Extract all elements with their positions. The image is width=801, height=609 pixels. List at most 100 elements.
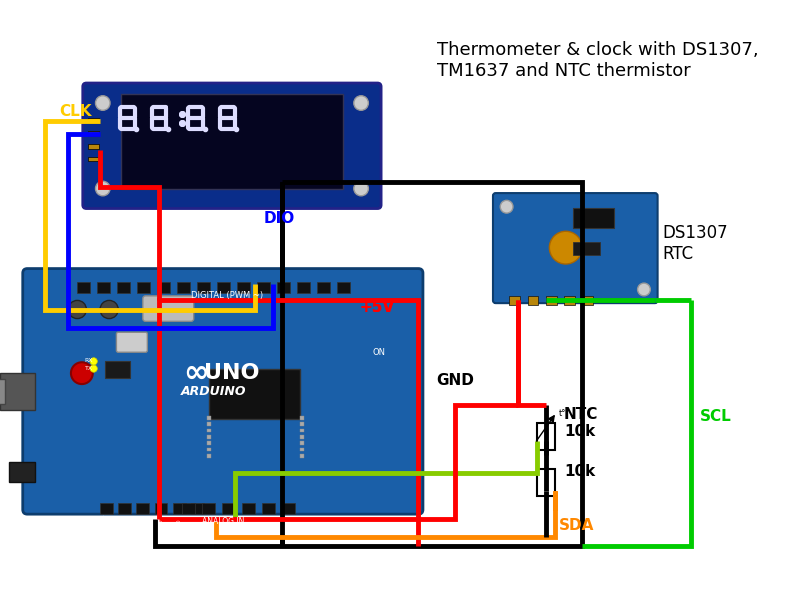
Circle shape <box>95 181 110 196</box>
FancyBboxPatch shape <box>83 83 381 208</box>
Text: RX: RX <box>85 358 93 363</box>
Circle shape <box>90 365 98 372</box>
Text: GND: GND <box>437 373 474 388</box>
Bar <box>300 422 304 426</box>
Circle shape <box>95 96 110 110</box>
Bar <box>582 296 593 305</box>
Bar <box>222 503 235 514</box>
Text: TM1637 and NTC thermistor: TM1637 and NTC thermistor <box>437 62 690 80</box>
Bar <box>277 282 290 293</box>
Bar <box>207 454 211 458</box>
Bar <box>177 282 190 293</box>
Text: POWER: POWER <box>109 517 137 526</box>
Bar <box>207 435 211 438</box>
Circle shape <box>90 357 98 365</box>
Bar <box>297 282 310 293</box>
Bar <box>88 157 99 161</box>
Text: A5: A5 <box>287 523 292 530</box>
Circle shape <box>354 181 368 196</box>
Text: DS1307
RTC: DS1307 RTC <box>662 224 728 262</box>
Text: SCL: SCL <box>700 409 732 424</box>
Bar <box>300 435 304 438</box>
Bar <box>545 296 557 305</box>
Bar <box>207 422 211 426</box>
Bar <box>337 282 350 293</box>
Bar <box>528 296 538 305</box>
Bar <box>282 503 295 514</box>
Text: A0: A0 <box>187 523 191 530</box>
Text: GND: GND <box>159 518 163 530</box>
Bar <box>300 429 304 432</box>
Bar <box>88 144 99 149</box>
Text: A3: A3 <box>247 523 252 530</box>
Text: ANALOG IN: ANALOG IN <box>202 517 244 526</box>
Bar <box>573 208 614 228</box>
Bar <box>136 503 149 514</box>
Bar <box>155 503 167 514</box>
Text: SDA: SDA <box>559 518 595 533</box>
Text: GND: GND <box>177 518 182 530</box>
Text: ∞: ∞ <box>183 359 208 388</box>
Circle shape <box>638 283 650 296</box>
Bar <box>262 503 275 514</box>
Bar <box>257 282 270 293</box>
Text: UNO: UNO <box>204 363 260 383</box>
Text: 3.3V: 3.3V <box>122 518 127 530</box>
Bar <box>573 242 600 255</box>
Bar <box>237 282 250 293</box>
FancyBboxPatch shape <box>22 269 423 514</box>
Bar <box>0 379 6 404</box>
FancyBboxPatch shape <box>143 296 194 322</box>
Bar <box>98 282 110 293</box>
Bar <box>137 282 150 293</box>
Text: +5V: +5V <box>360 300 394 315</box>
Bar <box>78 282 90 293</box>
Text: RESET: RESET <box>104 513 109 530</box>
Circle shape <box>100 300 119 319</box>
Text: t°: t° <box>558 409 566 418</box>
Text: ARDUINO: ARDUINO <box>181 385 247 398</box>
Bar <box>100 503 113 514</box>
Bar <box>537 423 555 451</box>
Text: DIGITAL (PWM ~): DIGITAL (PWM ~) <box>191 291 264 300</box>
Circle shape <box>71 362 93 384</box>
Text: +5V: +5V <box>360 300 394 315</box>
Text: A1: A1 <box>207 523 211 530</box>
Bar <box>119 503 131 514</box>
Bar <box>182 503 195 514</box>
FancyBboxPatch shape <box>121 94 343 189</box>
Bar <box>207 448 211 451</box>
FancyBboxPatch shape <box>116 333 147 352</box>
Bar <box>509 296 521 305</box>
Text: A2: A2 <box>227 523 231 530</box>
Text: NTC
10k: NTC 10k <box>564 407 598 440</box>
Text: Vin: Vin <box>195 522 200 530</box>
Bar <box>564 296 575 305</box>
Bar <box>157 282 170 293</box>
Text: A4: A4 <box>267 523 272 530</box>
Bar <box>300 442 304 445</box>
Circle shape <box>354 96 368 110</box>
Bar <box>207 416 211 420</box>
Bar <box>0 373 34 410</box>
Text: CLK: CLK <box>59 104 91 119</box>
FancyBboxPatch shape <box>493 193 658 303</box>
Bar <box>88 131 99 136</box>
Bar <box>207 442 211 445</box>
Circle shape <box>549 231 582 264</box>
Bar <box>209 368 300 418</box>
Text: ON: ON <box>373 348 386 357</box>
Bar <box>242 503 255 514</box>
Bar <box>300 448 304 451</box>
Bar <box>300 416 304 420</box>
Bar <box>300 454 304 458</box>
Text: 10k: 10k <box>564 464 595 479</box>
Bar <box>217 282 230 293</box>
Text: DIO: DIO <box>264 211 295 226</box>
Text: Thermometer & clock with DS1307,: Thermometer & clock with DS1307, <box>437 41 759 59</box>
Bar <box>173 503 186 514</box>
Bar <box>9 462 34 482</box>
Bar <box>105 361 130 378</box>
Circle shape <box>68 300 87 319</box>
Bar <box>117 282 130 293</box>
